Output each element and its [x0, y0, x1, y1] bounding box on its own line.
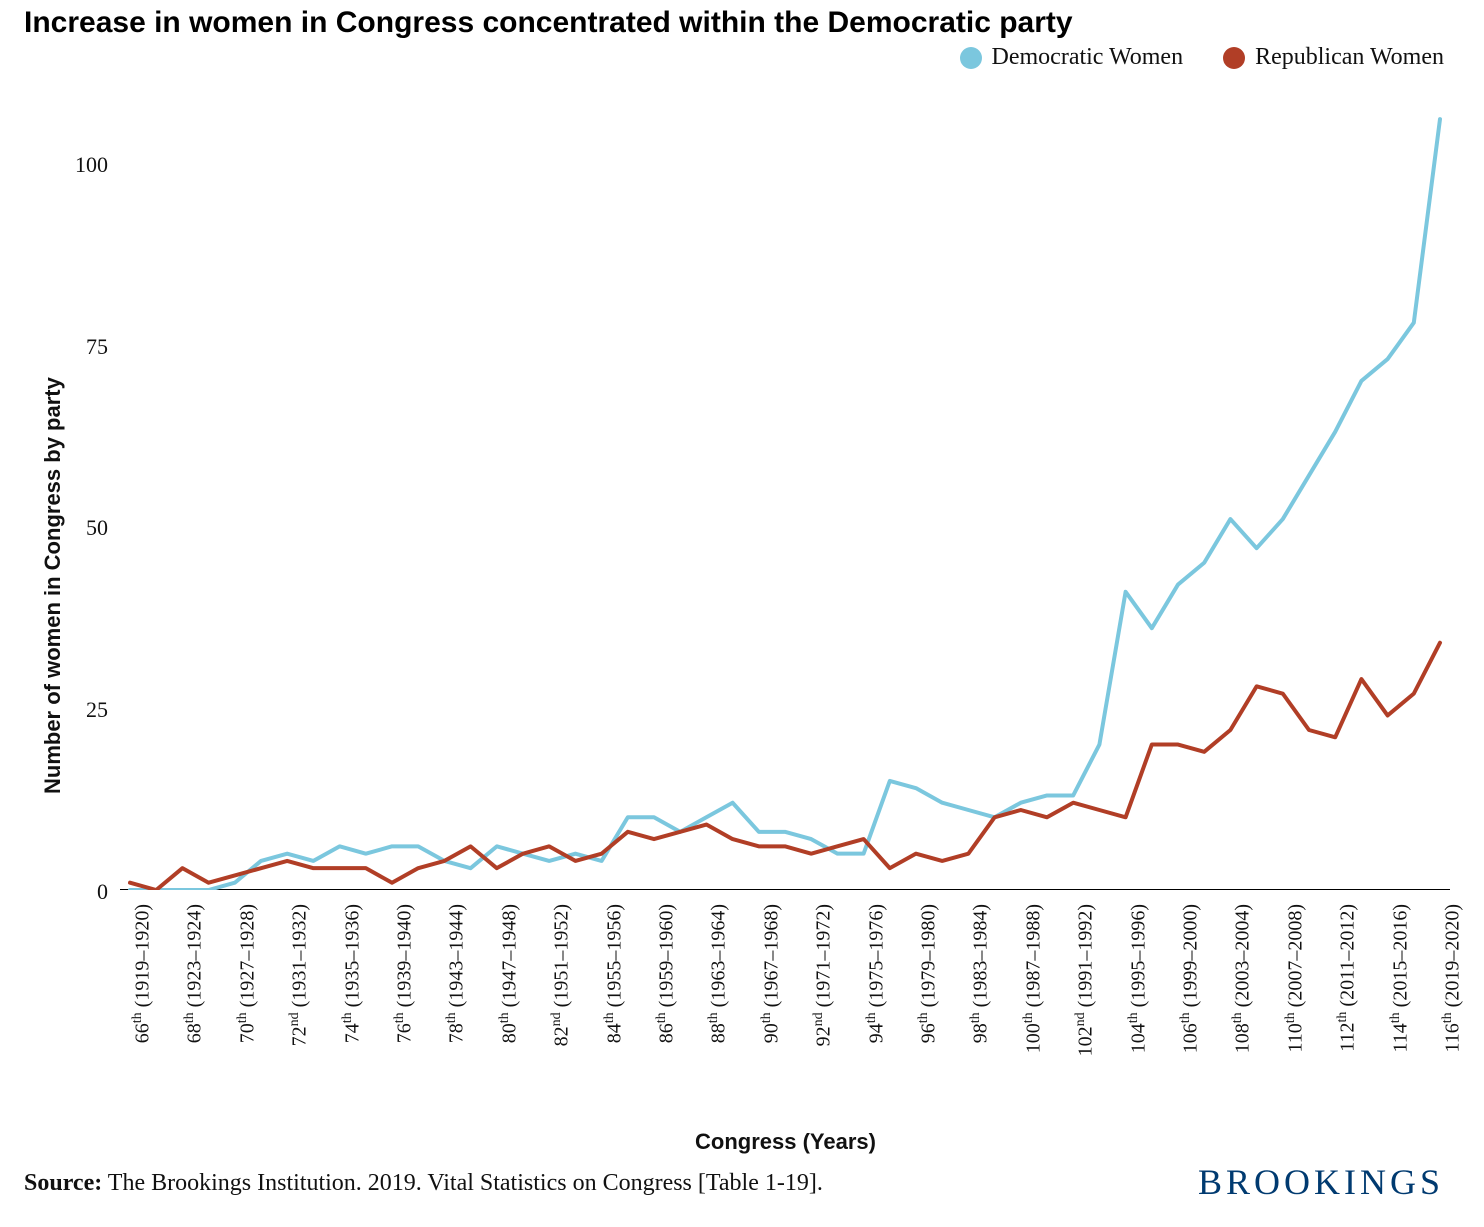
brookings-logo: BROOKINGS: [1198, 1161, 1444, 1203]
chart-title: Increase in women in Congress concentrat…: [24, 6, 1073, 40]
y-tick-label: 25: [86, 697, 108, 723]
x-tick-label: 112th (2011–2012): [1335, 904, 1360, 1104]
legend-label: Republican Women: [1255, 44, 1444, 71]
chart-container: Increase in women in Congress concentrat…: [0, 0, 1484, 1227]
x-tick-label: 84th (1955–1956): [602, 904, 627, 1104]
source-attribution: Source: The Brookings Institution. 2019.…: [24, 1170, 823, 1197]
legend-swatch: [960, 47, 982, 69]
x-tick-label: 74th (1935–1936): [340, 904, 365, 1104]
x-tick-label: 114th (2015–2016): [1388, 904, 1413, 1104]
source-label: Source:: [24, 1170, 102, 1196]
x-tick-label: 116th (2019–2020): [1440, 904, 1465, 1104]
x-tick-label: 78th (1943–1944): [444, 904, 469, 1104]
x-tick-label: 68th (1923–1924): [182, 904, 207, 1104]
x-tick-label: 100th (1987–1988): [1021, 904, 1046, 1104]
x-tick-label: 82nd (1951–1952): [549, 904, 574, 1104]
x-tick-label: 70th (1927–1928): [235, 904, 260, 1104]
y-tick-label: 100: [75, 152, 108, 178]
legend-item: Republican Women: [1223, 44, 1444, 71]
y-tick-label: 50: [86, 515, 108, 541]
x-tick-label: 96th (1979–1980): [916, 904, 941, 1104]
y-tick-label: 0: [97, 879, 108, 905]
x-tick-label: 88th (1963–1964): [706, 904, 731, 1104]
x-tick-label: 76th (1939–1940): [392, 904, 417, 1104]
x-tick-label: 66th (1919–1920): [130, 904, 155, 1104]
x-tick-label: 110th (2007–2008): [1283, 904, 1308, 1104]
x-tick-label: 86th (1959–1960): [654, 904, 679, 1104]
legend: Democratic Women Republican Women: [960, 44, 1444, 71]
x-tick-label: 106th (1999–2000): [1178, 904, 1203, 1104]
x-tick-label: 98th (1983–1984): [968, 904, 993, 1104]
legend-label: Democratic Women: [992, 44, 1184, 71]
legend-item: Democratic Women: [960, 44, 1184, 71]
y-tick-label: 75: [86, 334, 108, 360]
x-tick-label: 94th (1975–1976): [864, 904, 889, 1104]
x-tick-label: 90th (1967–1968): [759, 904, 784, 1104]
x-tick-label: 92nd (1971–1972): [811, 904, 836, 1104]
x-axis-label: Congress (Years): [695, 1129, 876, 1155]
source-text: The Brookings Institution. 2019. Vital S…: [102, 1170, 823, 1196]
x-tick-label: 108th (2003–2004): [1230, 904, 1255, 1104]
x-tick-label: 104th (1995–1996): [1126, 904, 1151, 1104]
legend-swatch: [1223, 47, 1245, 69]
x-tick-label: 80th (1947–1948): [497, 904, 522, 1104]
x-tick-label: 72nd (1931–1932): [287, 904, 312, 1104]
x-tick-label: 102nd (1991–1992): [1073, 904, 1098, 1104]
y-axis-label: Number of women in Congress by party: [40, 377, 66, 794]
line-plot: [120, 90, 1450, 890]
